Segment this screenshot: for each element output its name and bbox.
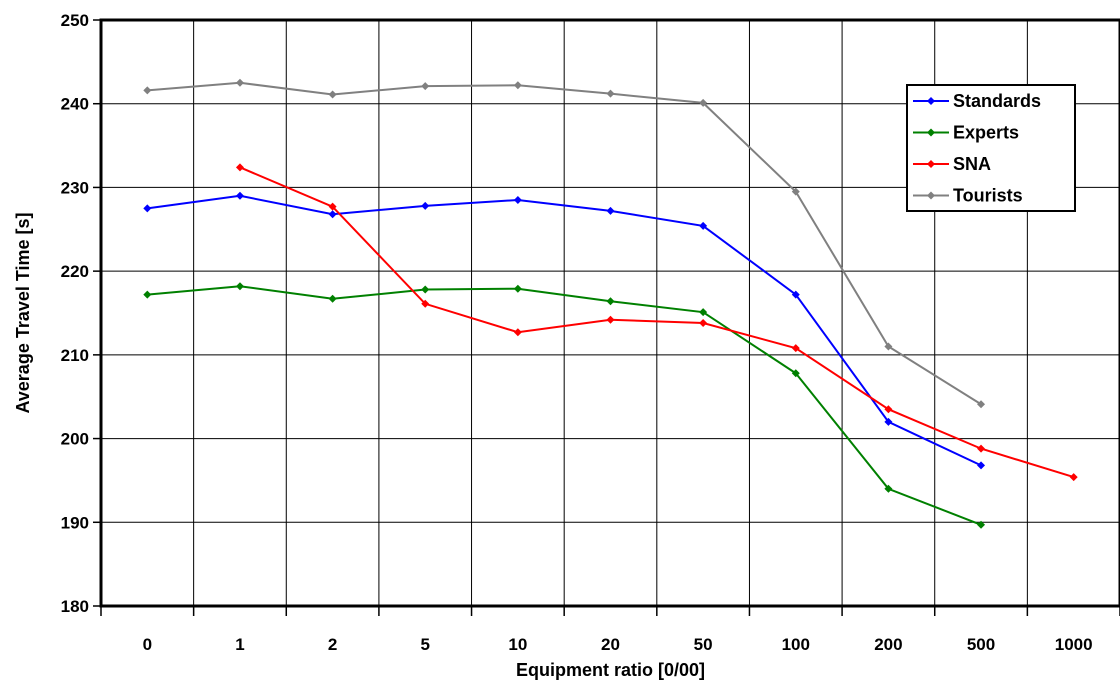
legend-label: SNA: [953, 154, 991, 174]
y-tick-label: 210: [61, 346, 89, 365]
x-tick-label: 1000: [1055, 635, 1093, 654]
y-tick-label: 180: [61, 597, 89, 616]
data-point: [791, 344, 800, 353]
legend-item-tourists: Tourists: [913, 186, 1023, 206]
data-point: [977, 444, 986, 453]
y-axis-tick-labels: 180 190 200 210 220 230 240 250: [61, 11, 101, 616]
series-line: [147, 194, 982, 467]
data-point: [977, 461, 986, 470]
data-point: [235, 78, 244, 87]
data-point: [143, 290, 152, 299]
series-line: [147, 81, 982, 406]
data-point: [606, 206, 615, 215]
legend-label: Tourists: [953, 186, 1023, 206]
x-axis-tick-labels: 0 1 2 5 10 20 50 100 200 500 1000: [143, 635, 1093, 654]
data-point: [884, 484, 893, 493]
x-tick-label: 100: [782, 635, 810, 654]
x-tick-label: 2: [328, 635, 337, 654]
y-tick-label: 200: [61, 430, 89, 449]
x-tick-label: 200: [874, 635, 902, 654]
y-tick-label: 230: [61, 178, 89, 197]
data-point: [606, 315, 615, 324]
data-point: [884, 342, 893, 351]
y-tick-label: 250: [61, 11, 89, 30]
data-point: [699, 319, 708, 328]
data-point: [606, 89, 615, 98]
data-point: [884, 405, 893, 414]
y-tick-label: 220: [61, 262, 89, 281]
legend-item-standards: Standards: [913, 91, 1041, 111]
data-point: [699, 221, 708, 230]
plot-area-frame: [99, 18, 1120, 608]
data-point: [513, 81, 522, 90]
x-tick-label: 20: [601, 635, 620, 654]
data-point: [421, 299, 430, 308]
data-point: [606, 297, 615, 306]
data-point: [791, 290, 800, 299]
data-point: [421, 285, 430, 294]
data-point: [235, 282, 244, 291]
data-point: [421, 82, 430, 91]
data-point: [328, 210, 337, 219]
data-point: [235, 191, 244, 200]
legend-label: Standards: [953, 91, 1041, 111]
x-axis-ticks: [100, 606, 1120, 616]
legend-label: Experts: [953, 123, 1019, 143]
data-point: [513, 284, 522, 293]
x-tick-label: 0: [143, 635, 152, 654]
data-point: [143, 204, 152, 213]
data-point: [699, 98, 708, 107]
series-line: [147, 285, 982, 526]
legend-swatch-marker: [927, 191, 935, 200]
data-point: [328, 202, 337, 211]
series-lines: [143, 78, 1078, 529]
x-tick-label: 50: [694, 635, 713, 654]
legend: Standards Experts SNA Tourists: [906, 84, 1076, 212]
data-point: [884, 417, 893, 426]
x-axis-title: Equipment ratio [0/00]: [516, 660, 705, 680]
data-point: [328, 294, 337, 303]
x-tick-label: 5: [420, 635, 429, 654]
data-point: [977, 520, 986, 529]
data-point: [513, 195, 522, 204]
data-point: [328, 90, 337, 99]
series-experts: [143, 282, 986, 529]
data-point: [421, 201, 430, 210]
y-tick-label: 190: [61, 513, 89, 532]
series-line: [239, 166, 1074, 479]
legend-swatch-marker: [927, 160, 935, 168]
x-tick-label: 1: [235, 635, 244, 654]
data-point: [699, 308, 708, 317]
data-point: [235, 163, 244, 172]
gridlines: [101, 20, 1120, 606]
x-tick-label: 500: [967, 635, 995, 654]
legend-item-sna: SNA: [913, 154, 991, 174]
data-point: [791, 187, 800, 196]
y-axis-title: Average Travel Time [s]: [13, 212, 33, 413]
data-point: [791, 369, 800, 378]
legend-box: [906, 84, 1076, 212]
series-standards: [143, 191, 986, 470]
legend-swatch-marker: [927, 128, 935, 137]
series-sna: [235, 163, 1078, 482]
legend-item-experts: Experts: [913, 123, 1019, 143]
data-point: [513, 328, 522, 337]
y-tick-label: 240: [61, 95, 89, 114]
x-tick-label: 10: [508, 635, 527, 654]
data-point: [1069, 473, 1078, 482]
data-point: [143, 86, 152, 95]
series-tourists: [143, 78, 986, 409]
data-point: [977, 400, 986, 409]
legend-swatch-marker: [927, 97, 935, 105]
